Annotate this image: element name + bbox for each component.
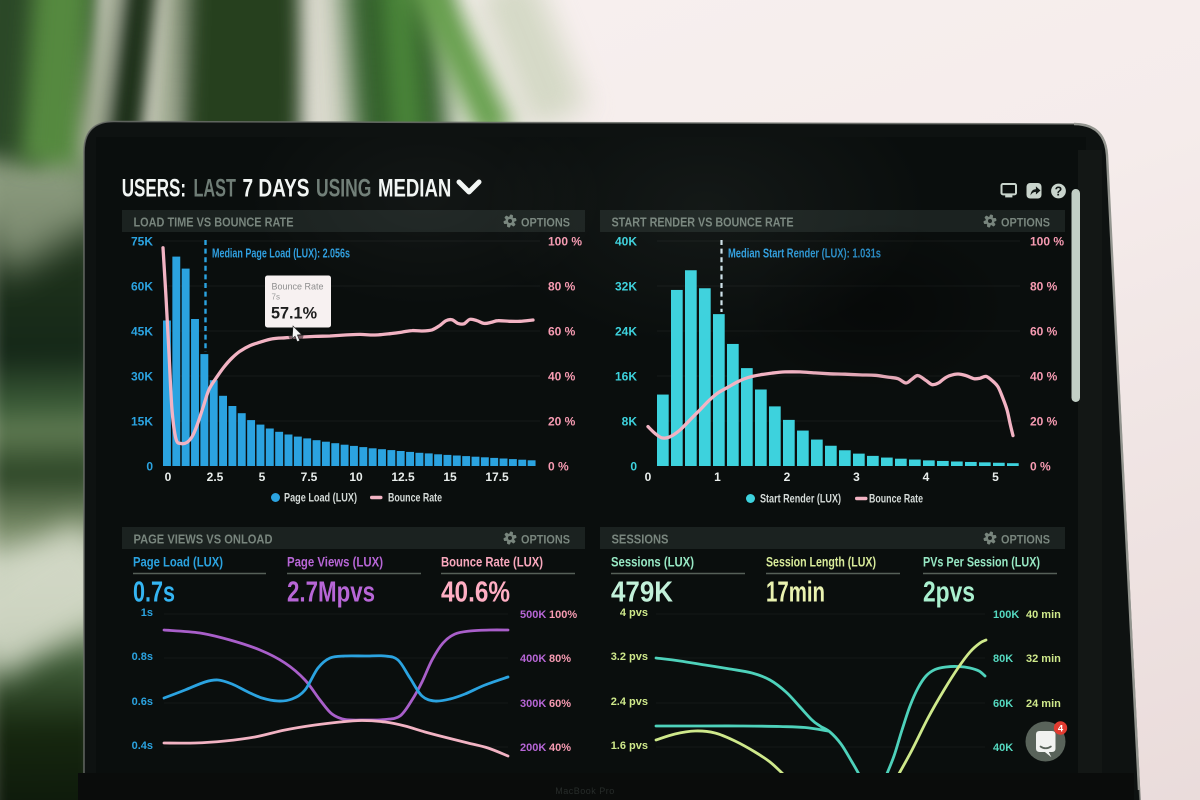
svg-text:Sessions (LUX): Sessions (LUX) xyxy=(611,554,694,570)
svg-text:80K: 80K xyxy=(993,653,1013,665)
svg-text:2.4 pvs: 2.4 pvs xyxy=(611,696,648,708)
svg-text:10: 10 xyxy=(349,470,363,484)
svg-text:40.6%: 40.6% xyxy=(441,577,510,609)
svg-text:Bounce Rate: Bounce Rate xyxy=(388,493,442,505)
svg-text:100 %: 100 % xyxy=(1030,235,1064,249)
svg-text:0 %: 0 % xyxy=(548,460,569,474)
svg-text:Session Length (LUX): Session Length (LUX) xyxy=(766,554,876,570)
svg-text:200K: 200K xyxy=(520,742,546,754)
svg-text:5: 5 xyxy=(259,470,266,484)
svg-text:40 min: 40 min xyxy=(1026,609,1061,621)
svg-text:PAGE VIEWS VS ONLOAD: PAGE VIEWS VS ONLOAD xyxy=(134,531,273,546)
svg-text:45K: 45K xyxy=(131,325,153,339)
svg-text:USING: USING xyxy=(316,175,371,203)
svg-text:80%: 80% xyxy=(549,653,571,665)
svg-text:OPTIONS: OPTIONS xyxy=(1001,532,1050,546)
svg-text:Median Start Render (LUX): 1.0: Median Start Render (LUX): 1.031s xyxy=(728,247,881,261)
svg-text:20 %: 20 % xyxy=(548,415,576,429)
svg-text:0.8s: 0.8s xyxy=(132,651,153,663)
svg-text:15: 15 xyxy=(443,470,457,484)
svg-text:75K: 75K xyxy=(131,235,153,249)
svg-text:2.7Mpvs: 2.7Mpvs xyxy=(287,577,375,609)
svg-text:60K: 60K xyxy=(993,698,1013,710)
svg-text:24K: 24K xyxy=(615,325,637,339)
svg-text:20 %: 20 % xyxy=(1030,415,1058,429)
svg-text:USERS:: USERS: xyxy=(122,175,186,203)
svg-text:60 %: 60 % xyxy=(548,325,576,339)
svg-text:40%: 40% xyxy=(549,742,571,754)
svg-text:57.1%: 57.1% xyxy=(271,304,317,323)
svg-text:8K: 8K xyxy=(622,415,638,429)
svg-text:SESSIONS: SESSIONS xyxy=(612,531,669,546)
svg-text:60%: 60% xyxy=(549,698,571,710)
svg-text:2: 2 xyxy=(784,470,791,484)
svg-text:30K: 30K xyxy=(131,370,153,384)
svg-text:PVs Per Session (LUX): PVs Per Session (LUX) xyxy=(923,554,1040,570)
svg-text:1s: 1s xyxy=(141,607,153,619)
svg-text:80 %: 80 % xyxy=(1030,280,1058,294)
svg-text:0 %: 0 % xyxy=(1030,460,1051,474)
svg-text:Page Views (LUX): Page Views (LUX) xyxy=(287,554,383,570)
svg-text:7.5: 7.5 xyxy=(301,470,318,484)
svg-text:1.6 pvs: 1.6 pvs xyxy=(611,740,648,752)
svg-text:60 %: 60 % xyxy=(1030,325,1058,339)
svg-text:100K: 100K xyxy=(993,609,1019,621)
svg-text:17min: 17min xyxy=(766,577,825,609)
svg-text:24 min: 24 min xyxy=(1026,698,1061,710)
svg-text:Median Page Load (LUX): 2.056s: Median Page Load (LUX): 2.056s xyxy=(212,247,350,261)
svg-text:40K: 40K xyxy=(993,742,1013,754)
svg-text:16K: 16K xyxy=(615,370,637,384)
svg-text:40K: 40K xyxy=(615,235,637,249)
svg-text:3.2 pvs: 3.2 pvs xyxy=(611,651,648,663)
svg-text:Start Render (LUX): Start Render (LUX) xyxy=(760,494,841,506)
svg-text:3: 3 xyxy=(853,470,860,484)
svg-text:400K: 400K xyxy=(520,653,546,665)
svg-text:0: 0 xyxy=(146,460,153,474)
svg-text:100%: 100% xyxy=(549,609,577,621)
svg-text:Page Load (LUX): Page Load (LUX) xyxy=(284,493,357,505)
svg-text:4 pvs: 4 pvs xyxy=(620,607,648,619)
svg-text:0.4s: 0.4s xyxy=(132,740,153,752)
svg-text:40 %: 40 % xyxy=(548,370,576,384)
svg-text:LOAD TIME VS BOUNCE RATE: LOAD TIME VS BOUNCE RATE xyxy=(134,214,294,229)
svg-text:0.6s: 0.6s xyxy=(132,696,153,708)
svg-text:2.5: 2.5 xyxy=(207,470,224,484)
svg-text:2pvs: 2pvs xyxy=(923,577,975,609)
svg-text:OPTIONS: OPTIONS xyxy=(521,532,570,546)
svg-text:Page Load (LUX): Page Load (LUX) xyxy=(133,554,223,570)
svg-text:500K: 500K xyxy=(520,609,546,621)
svg-text:Bounce Rate: Bounce Rate xyxy=(272,282,324,293)
svg-text:32 min: 32 min xyxy=(1026,653,1061,665)
svg-text:0: 0 xyxy=(630,460,637,474)
svg-text:7s: 7s xyxy=(272,293,280,302)
svg-text:4: 4 xyxy=(1058,723,1064,734)
svg-text:100 %: 100 % xyxy=(548,235,582,249)
svg-text:5: 5 xyxy=(992,470,999,484)
svg-text:80 %: 80 % xyxy=(548,280,576,294)
svg-text:17.5: 17.5 xyxy=(485,470,509,484)
svg-text:40 %: 40 % xyxy=(1030,370,1058,384)
svg-text:479K: 479K xyxy=(611,577,673,609)
svg-text:4: 4 xyxy=(923,470,930,484)
svg-text:MacBook Pro: MacBook Pro xyxy=(555,786,615,796)
svg-text:12.5: 12.5 xyxy=(391,470,415,484)
svg-text:7 DAYS: 7 DAYS xyxy=(243,175,310,203)
svg-text:MEDIAN: MEDIAN xyxy=(378,175,451,203)
svg-text:0.7s: 0.7s xyxy=(133,577,175,609)
svg-text:0: 0 xyxy=(165,470,172,484)
svg-text:OPTIONS: OPTIONS xyxy=(1001,215,1050,229)
svg-text:15K: 15K xyxy=(131,415,153,429)
svg-text:300K: 300K xyxy=(520,698,546,710)
svg-text:Bounce Rate: Bounce Rate xyxy=(869,494,923,506)
svg-text:LAST: LAST xyxy=(194,175,236,203)
svg-text:OPTIONS: OPTIONS xyxy=(521,215,570,229)
svg-text:0: 0 xyxy=(645,470,652,484)
svg-text:Bounce Rate (LUX): Bounce Rate (LUX) xyxy=(441,554,543,570)
svg-text:60K: 60K xyxy=(131,280,153,294)
svg-text:1: 1 xyxy=(714,470,721,484)
svg-text:START RENDER VS BOUNCE RATE: START RENDER VS BOUNCE RATE xyxy=(612,214,794,229)
svg-text:?: ? xyxy=(1055,185,1063,199)
svg-text:32K: 32K xyxy=(615,280,637,294)
